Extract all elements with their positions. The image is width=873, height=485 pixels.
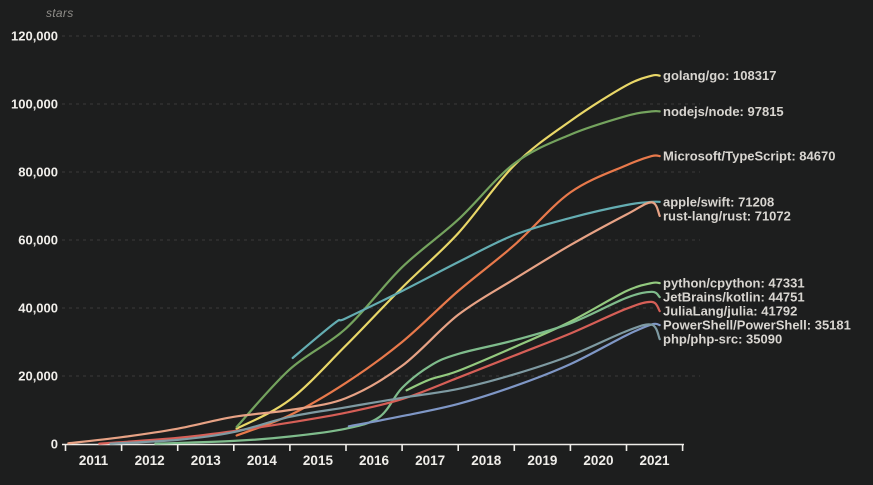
series-line-apple-swift [291, 200, 661, 360]
series-label-apple-swift: apple/swift: 71208 [663, 194, 774, 209]
series-line-python-cpython [405, 281, 661, 392]
series-label-julialang-julia: JuliaLang/julia: 41792 [663, 304, 797, 319]
y-tick-label: 60,000 [18, 233, 58, 248]
series-line-microsoft-typescript [235, 154, 661, 437]
x-tick-label: 2013 [191, 453, 222, 468]
series-line-golang-go [235, 73, 661, 430]
y-tick-label: 80,000 [18, 165, 58, 180]
series-line-julialang-julia [98, 300, 661, 445]
series-label-jetbrains-kotlin: JetBrains/kotlin: 44751 [663, 290, 805, 305]
series-label-microsoft-typescript: Microsoft/TypeScript: 84670 [663, 149, 835, 164]
series-line-nodejs-node [235, 109, 661, 429]
y-tick-label: 120,000 [11, 29, 58, 44]
x-tick-label: 2021 [640, 453, 671, 468]
series-label-rust-lang-rust: rust-lang/rust: 71072 [663, 208, 791, 223]
x-tick-label: 2018 [471, 453, 502, 468]
series-label-golang-go: golang/go: 108317 [663, 68, 776, 83]
series-line-jetbrains-kotlin [154, 290, 661, 445]
series-label-nodejs-node: nodejs/node: 97815 [663, 104, 784, 119]
series-label-python-cpython: python/cpython: 47331 [663, 276, 805, 291]
series-line-rust-lang-rust [67, 201, 661, 445]
x-tick-label: 2014 [247, 453, 278, 468]
y-tick-label: 100,000 [11, 97, 58, 112]
x-tick-label: 2015 [303, 453, 334, 468]
y-axis-title: stars [46, 6, 74, 20]
y-tick-label: 40,000 [18, 301, 58, 316]
y-tick-label: 20,000 [18, 369, 58, 384]
x-tick-label: 2011 [79, 453, 109, 468]
series-label-php-php-src: php/php-src: 35090 [663, 332, 782, 347]
series-label-powershell-powershell: PowerShell/PowerShell: 35181 [663, 318, 851, 333]
x-tick-label: 2016 [359, 453, 390, 468]
series-line-powershell-powershell [347, 322, 661, 428]
x-tick-label: 2019 [527, 453, 557, 468]
x-tick-label: 2020 [583, 453, 613, 468]
y-tick-label: 0 [51, 437, 58, 452]
x-tick-label: 2012 [135, 453, 165, 468]
series-line-php-php-src [109, 323, 661, 445]
x-tick-label: 2017 [415, 453, 445, 468]
